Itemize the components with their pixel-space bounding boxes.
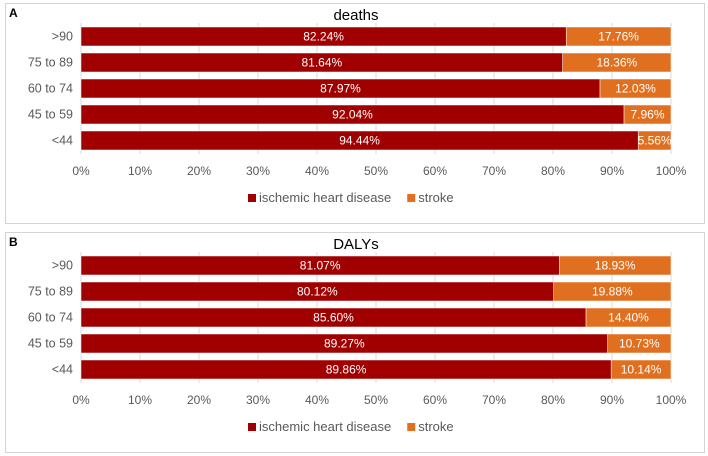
x-tick-label: 20% bbox=[187, 164, 211, 178]
legend-swatch bbox=[407, 423, 416, 431]
data-label: 18.93% bbox=[595, 259, 636, 273]
category-label: >90 bbox=[52, 30, 73, 44]
bar-stroke bbox=[637, 130, 672, 151]
legend-label: stroke bbox=[418, 419, 453, 434]
legend: ischemic heart disease stroke bbox=[248, 190, 454, 205]
data-label: 10.73% bbox=[619, 337, 660, 351]
legend: ischemic heart disease stroke bbox=[248, 419, 454, 434]
x-tick-label: 50% bbox=[364, 164, 388, 178]
legend-label: stroke bbox=[418, 190, 453, 205]
data-label: 10.14% bbox=[621, 363, 662, 377]
dalys-chart: DALYs 0% 10% 20% 30% 40% 50% 60% 70% 80% 90% 100% >9… bbox=[28, 236, 687, 434]
data-label: 17.76% bbox=[598, 30, 639, 44]
x-tick-label: 60% bbox=[423, 164, 447, 178]
data-label: 12.03% bbox=[615, 82, 656, 96]
category-label: 45 to 59 bbox=[28, 337, 73, 351]
bar-stroke bbox=[599, 78, 672, 99]
data-label: 80.12% bbox=[297, 285, 338, 299]
category-label: 60 to 74 bbox=[28, 82, 73, 96]
category-label: <44 bbox=[52, 363, 73, 377]
data-label: 19.88% bbox=[592, 285, 633, 299]
data-label: 87.97% bbox=[320, 82, 361, 96]
data-label: 85.60% bbox=[313, 311, 354, 325]
data-label: 7.96% bbox=[631, 108, 665, 122]
bar-stroke bbox=[585, 307, 672, 328]
x-tick-label: 50% bbox=[364, 393, 388, 407]
x-tick-label: 70% bbox=[482, 393, 506, 407]
bar-stroke bbox=[623, 104, 672, 125]
chart-title: DALYs bbox=[333, 236, 379, 253]
data-label: 14.40% bbox=[608, 311, 649, 325]
x-tick-label: 30% bbox=[246, 164, 270, 178]
data-label: 89.86% bbox=[326, 363, 367, 377]
legend-swatch bbox=[407, 194, 416, 202]
x-tick-label: 80% bbox=[541, 164, 565, 178]
bar-stroke bbox=[610, 359, 672, 380]
category-label: 75 to 89 bbox=[28, 56, 73, 70]
data-label: 82.24% bbox=[303, 30, 344, 44]
x-tick-label: 90% bbox=[600, 164, 624, 178]
x-tick-label: 100% bbox=[656, 393, 687, 407]
x-tick-label: 40% bbox=[305, 164, 329, 178]
bar-stroke bbox=[559, 255, 672, 276]
bar-stroke bbox=[562, 52, 672, 73]
data-label: 89.27% bbox=[324, 337, 365, 351]
x-tick-label: 10% bbox=[128, 393, 152, 407]
x-tick-label: 90% bbox=[600, 393, 624, 407]
category-label: 75 to 89 bbox=[28, 285, 73, 299]
panel-label: B bbox=[9, 235, 18, 249]
x-tick-label: 10% bbox=[128, 164, 152, 178]
data-label: 81.64% bbox=[301, 56, 342, 70]
data-label: 94.44% bbox=[339, 134, 380, 148]
category-label: <44 bbox=[52, 134, 73, 148]
category-label: 60 to 74 bbox=[28, 311, 73, 325]
legend-swatch bbox=[248, 194, 256, 202]
chart-title: deaths bbox=[333, 7, 378, 24]
x-tick-label: 70% bbox=[482, 164, 506, 178]
bar-stroke bbox=[565, 26, 672, 47]
legend-label: ischemic heart disease bbox=[259, 419, 391, 434]
legend-label: ischemic heart disease bbox=[259, 190, 391, 205]
x-tick-label: 60% bbox=[423, 393, 447, 407]
x-tick-label: 80% bbox=[541, 393, 565, 407]
x-tick-label: 100% bbox=[656, 164, 687, 178]
x-tick-label: 20% bbox=[187, 393, 211, 407]
x-tick-label: 40% bbox=[305, 393, 329, 407]
category-label: 45 to 59 bbox=[28, 108, 73, 122]
x-tick-label: 30% bbox=[246, 393, 270, 407]
panel-label: A bbox=[9, 6, 18, 20]
bar-stroke bbox=[553, 281, 672, 302]
x-tick-label: 0% bbox=[72, 164, 90, 178]
chart-panel-deaths: A deaths 0% 10% 20% 30% 40% 50% 60% 70% 80% 90% 100… bbox=[5, 3, 705, 224]
data-label: 92.04% bbox=[332, 108, 373, 122]
x-tick-label: 0% bbox=[72, 393, 90, 407]
deaths-chart: deaths 0% 10% 20% 30% 40% 50% 60% 70% 80% 90% 100% >… bbox=[28, 7, 687, 205]
chart-panel-dalys: B DALYs 0% 10% 20% 30% 40% 50% 60% 70% 80% 90% 100%… bbox=[5, 232, 705, 453]
data-label: 81.07% bbox=[300, 259, 341, 273]
legend-swatch bbox=[248, 423, 256, 431]
bar-stroke bbox=[607, 333, 672, 354]
data-label: 5.56% bbox=[638, 134, 672, 148]
data-label: 18.36% bbox=[596, 56, 637, 70]
category-label: >90 bbox=[52, 259, 73, 273]
